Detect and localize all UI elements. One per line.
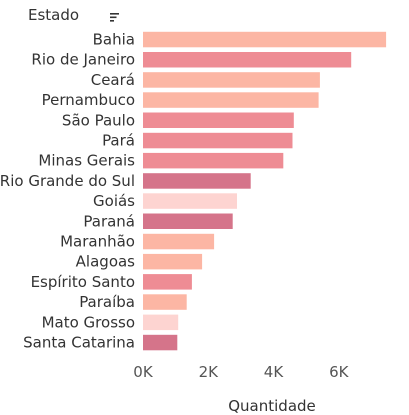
y-axis-title: Estado [28, 6, 79, 24]
category-label: Pernambuco [42, 91, 135, 109]
bar-minas-gerais[interactable] [143, 152, 284, 169]
x-axis-title: Quantidade [228, 397, 316, 415]
category-label: Paraná [83, 212, 135, 230]
category-label: Alagoas [76, 253, 136, 271]
bar-pernambuco[interactable] [143, 92, 319, 108]
bar-paraíba[interactable] [143, 294, 187, 310]
bar-mato-grosso[interactable] [143, 314, 179, 331]
bar-ceará[interactable] [143, 72, 320, 88]
bar-rio-grande-do-sul[interactable] [143, 173, 251, 189]
x-tick-label: 2K [199, 363, 220, 381]
category-label: Paraíba [79, 293, 135, 311]
bar-alagoas[interactable] [143, 253, 203, 270]
bar-bahia[interactable] [143, 31, 387, 48]
category-labels: Bahia Rio de Janeiro Ceará Pernambuco São Pa… [0, 31, 135, 352]
bar-espírito-santo[interactable] [143, 274, 192, 290]
x-tick-label: 4K [264, 363, 285, 381]
category-label: São Paulo [62, 111, 135, 129]
bar-santa-catarina[interactable] [143, 334, 178, 351]
bar-rio-de-janeiro[interactable] [143, 52, 352, 68]
category-label: Rio de Janeiro [31, 51, 135, 69]
bar-paraná[interactable] [143, 213, 233, 230]
bar-goiás[interactable] [143, 193, 237, 209]
category-label: Minas Gerais [38, 152, 135, 170]
category-label: Santa Catarina [23, 334, 135, 352]
category-label: Goiás [93, 192, 135, 210]
sort-descending-icon[interactable] [110, 13, 119, 22]
bars [143, 31, 387, 351]
category-label: Rio Grande do Sul [0, 172, 135, 190]
x-axis-ticks: 0K 2K 4K 6K [133, 363, 349, 381]
category-label: Bahia [93, 31, 135, 49]
category-label: Maranhão [60, 233, 135, 251]
bar-são-paulo[interactable] [143, 112, 294, 129]
bar-maranhão[interactable] [143, 233, 215, 250]
category-label: Ceará [91, 71, 135, 89]
bar-pará[interactable] [143, 132, 293, 149]
x-tick-label: 0K [133, 363, 154, 381]
category-label: Espírito Santo [31, 273, 135, 291]
x-tick-label: 6K [329, 363, 350, 381]
category-label: Pará [102, 132, 135, 150]
category-label: Mato Grosso [42, 313, 135, 331]
